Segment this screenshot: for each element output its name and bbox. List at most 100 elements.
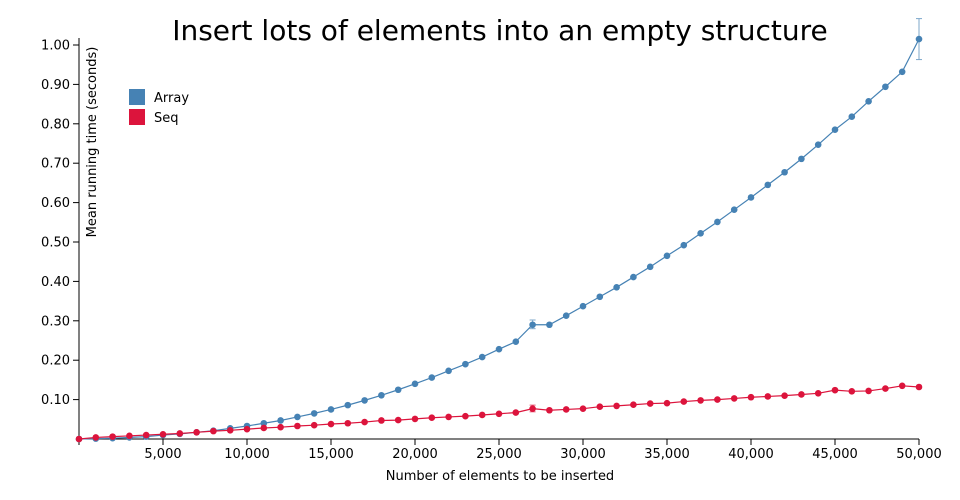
- data-point-seq: [848, 388, 856, 395]
- y-tick-label: 0.60: [41, 196, 70, 211]
- data-point-array: [394, 386, 402, 394]
- data-point-seq: [697, 397, 704, 404]
- data-point-array: [915, 35, 923, 43]
- data-point-seq: [243, 425, 251, 433]
- y-tick-label: 0.90: [41, 78, 70, 93]
- data-point-array: [445, 367, 452, 375]
- x-tick-label: 50,000: [896, 447, 942, 462]
- data-point-array: [277, 417, 284, 424]
- data-point-seq: [730, 395, 738, 402]
- y-tick-label: 0.70: [41, 157, 70, 172]
- data-point-array: [680, 241, 688, 249]
- legend: Array Seq: [129, 89, 189, 126]
- data-point-seq: [882, 385, 889, 392]
- data-point-seq: [495, 410, 503, 418]
- data-point-seq: [159, 430, 167, 438]
- data-point-array: [697, 230, 704, 237]
- data-point-array: [747, 194, 755, 201]
- data-point-seq: [109, 433, 116, 440]
- chart-title: Insert lots of elements into an empty st…: [172, 14, 828, 47]
- data-point-seq: [865, 387, 872, 395]
- data-point-array: [646, 263, 654, 271]
- legend-swatch-seq: [129, 109, 145, 125]
- data-point-array: [848, 113, 856, 121]
- data-point-seq: [411, 415, 419, 423]
- x-tick-label: 35,000: [644, 447, 690, 462]
- data-point-seq: [646, 400, 654, 407]
- x-tick-label: 30,000: [560, 447, 606, 462]
- data-point-array: [327, 406, 335, 413]
- data-point-array: [428, 374, 436, 381]
- legend-swatch-array: [129, 89, 145, 105]
- data-point-array: [814, 141, 822, 148]
- data-point-seq: [75, 435, 83, 443]
- data-point-seq: [747, 393, 755, 401]
- data-point-array: [882, 83, 889, 91]
- data-point-seq: [394, 416, 402, 424]
- data-point-array: [798, 155, 805, 163]
- data-point-array: [478, 353, 486, 361]
- data-point-seq: [814, 389, 822, 397]
- data-point-seq: [193, 429, 200, 436]
- series-layer: [75, 18, 923, 443]
- y-tick-label: 0.40: [41, 275, 70, 290]
- data-point-array: [613, 284, 620, 291]
- x-tick-label: 40,000: [728, 447, 774, 462]
- data-point-seq: [310, 421, 318, 429]
- data-point-seq: [428, 414, 436, 422]
- data-point-array: [579, 302, 587, 310]
- data-point-seq: [344, 419, 352, 427]
- x-tick-label: 15,000: [308, 447, 354, 462]
- data-point-seq: [226, 427, 234, 434]
- data-point-seq: [714, 396, 721, 403]
- data-point-seq: [596, 403, 604, 410]
- data-point-seq: [764, 393, 772, 400]
- x-axis-label: Number of elements to be inserted: [386, 469, 614, 484]
- data-point-array: [495, 345, 503, 353]
- data-point-seq: [462, 412, 469, 420]
- data-point-array: [630, 273, 637, 281]
- series-array: [75, 18, 923, 443]
- x-tick-label: 10,000: [224, 447, 270, 462]
- data-point-seq: [210, 427, 217, 435]
- data-point-array: [260, 419, 268, 427]
- data-point-seq: [798, 391, 805, 398]
- data-point-seq: [781, 392, 788, 399]
- data-point-array: [730, 206, 738, 213]
- legend-label-array: Array: [154, 91, 189, 106]
- data-point-seq: [327, 420, 335, 428]
- x-tick-label: 20,000: [392, 447, 438, 462]
- data-point-array: [361, 397, 368, 404]
- data-point-seq: [831, 386, 839, 394]
- data-point-seq: [680, 398, 688, 405]
- data-point-array: [344, 401, 352, 409]
- data-point-seq: [361, 418, 368, 426]
- series-line-array: [78, 38, 920, 440]
- data-point-seq: [663, 399, 671, 407]
- data-point-seq: [579, 405, 587, 412]
- y-axis-label: Mean running time (seconds): [85, 47, 100, 238]
- data-point-array: [512, 338, 520, 345]
- data-point-seq: [176, 430, 184, 437]
- data-point-array: [411, 380, 419, 388]
- data-point-seq: [562, 406, 570, 413]
- y-tick-label: 0.10: [41, 393, 70, 408]
- y-tick-label: 0.30: [41, 314, 70, 329]
- data-point-array: [310, 410, 318, 417]
- x-tick-label: 25,000: [476, 447, 522, 462]
- y-tick-label: 0.20: [41, 354, 70, 369]
- data-point-seq: [478, 411, 486, 419]
- data-point-seq: [142, 431, 150, 439]
- data-point-array: [898, 68, 906, 76]
- data-point-seq: [294, 422, 301, 430]
- series-seq: [75, 382, 923, 443]
- axes: 5,000 10,000 15,000 20,000 25,000 30,000 35,00…: [41, 38, 942, 462]
- data-point-array: [865, 98, 872, 105]
- y-tick-label: 0.50: [41, 236, 70, 251]
- x-tick-label: 5,000: [144, 447, 181, 462]
- data-point-seq: [915, 383, 923, 391]
- data-point-seq: [898, 382, 906, 390]
- data-point-array: [294, 413, 301, 421]
- data-point-seq: [630, 401, 637, 409]
- data-point-array: [529, 321, 536, 329]
